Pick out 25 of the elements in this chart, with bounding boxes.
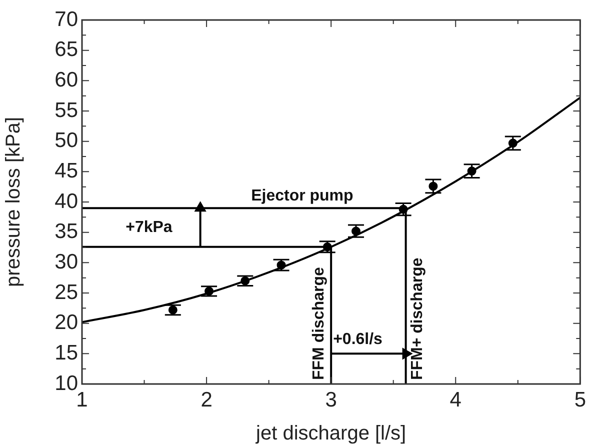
x-axis-title: jet discharge [l/s] xyxy=(255,422,406,445)
x-tick-label: 1 xyxy=(76,388,88,412)
y-tick-label: 10 xyxy=(54,372,78,395)
y-tick-label: 65 xyxy=(54,38,78,62)
y-tick-label: 40 xyxy=(54,190,78,213)
y-tick-label: 30 xyxy=(54,250,78,274)
y-tick-label: 50 xyxy=(54,129,78,152)
x-tick-label: 2 xyxy=(200,388,212,412)
text: FFM discharge xyxy=(310,266,328,380)
y-tick-label: 55 xyxy=(54,98,78,122)
y-tick-label: 35 xyxy=(54,220,78,244)
y-axis-title: pressure loss [kPa] xyxy=(2,116,25,288)
y-tick-label: 20 xyxy=(54,311,78,334)
x-tick-label: 3 xyxy=(325,388,337,412)
y-tick-label: 70 xyxy=(54,8,78,31)
y-tick-label: 60 xyxy=(54,68,78,92)
y-tick-label: 15 xyxy=(54,341,78,364)
series-label: Ejector pump xyxy=(251,187,354,204)
y-tick-label: 45 xyxy=(54,159,78,182)
text: FFM+ discharge xyxy=(409,258,426,380)
x-tick-label: 4 xyxy=(450,388,462,412)
annotation: +0.6l/s xyxy=(333,331,383,348)
y-tick-label: 25 xyxy=(54,280,78,304)
annotation: +7kPa xyxy=(126,218,172,236)
x-tick-label: 5 xyxy=(574,388,586,412)
